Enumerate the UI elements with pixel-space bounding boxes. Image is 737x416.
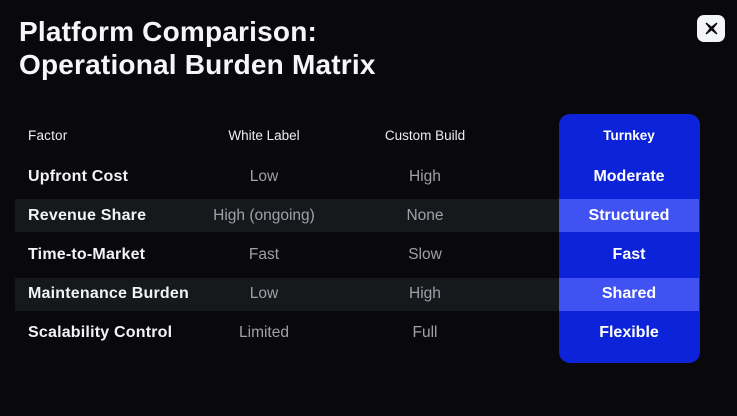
cell-turnkey: Fast [612, 245, 646, 263]
turnkey-column-highlight [559, 114, 700, 363]
table-header-row: Factor White Label Custom Build Turnkey [15, 114, 699, 157]
cell-custom-build: High [409, 285, 441, 303]
header-turnkey: Turnkey [603, 128, 655, 143]
cell-white-label: Low [249, 285, 279, 303]
header-factor: Factor [28, 128, 68, 143]
header-white-label: White Label [228, 128, 300, 143]
cell-white-label: Fast [248, 245, 280, 263]
cell-white-label: Low [249, 167, 279, 185]
table-row: Time-to-Market Fast Slow Fast [15, 235, 699, 274]
cell-custom-build: High [409, 167, 441, 185]
header-custom-build: Custom Build [384, 128, 466, 143]
cell-turnkey: Shared [601, 285, 657, 303]
table-row: Revenue Share High (ongoing) None Struct… [15, 196, 699, 235]
row-factor-label: Maintenance Burden [28, 285, 189, 303]
table-row: Upfront Cost Low High Moderate [15, 157, 699, 196]
close-icon [704, 21, 719, 36]
cell-white-label: Limited [239, 324, 289, 342]
close-button[interactable] [697, 15, 725, 42]
page-title: Platform Comparison: Operational Burden … [19, 15, 376, 81]
cell-turnkey: Flexible [599, 324, 659, 342]
cell-turnkey: Moderate [593, 167, 665, 185]
cell-custom-build: Slow [408, 245, 442, 263]
cell-custom-build: None [406, 206, 444, 224]
row-factor-label: Revenue Share [28, 206, 147, 224]
row-factor-label: Upfront Cost [28, 167, 129, 185]
page-title-line1: Platform Comparison: [19, 16, 318, 47]
table-row: Scalability Control Limited Full Flexibl… [15, 314, 699, 353]
row-factor-label: Time-to-Market [28, 245, 146, 263]
page-title-line2: Operational Burden Matrix [19, 49, 376, 80]
table-row: Maintenance Burden Low High Shared [15, 275, 699, 314]
comparison-table: Factor White Label Custom Build Turnkey … [15, 114, 699, 353]
row-factor-label: Scalability Control [28, 324, 173, 342]
cell-custom-build: Full [412, 324, 438, 342]
cell-turnkey: Structured [588, 206, 670, 224]
cell-white-label: High (ongoing) [213, 206, 315, 224]
